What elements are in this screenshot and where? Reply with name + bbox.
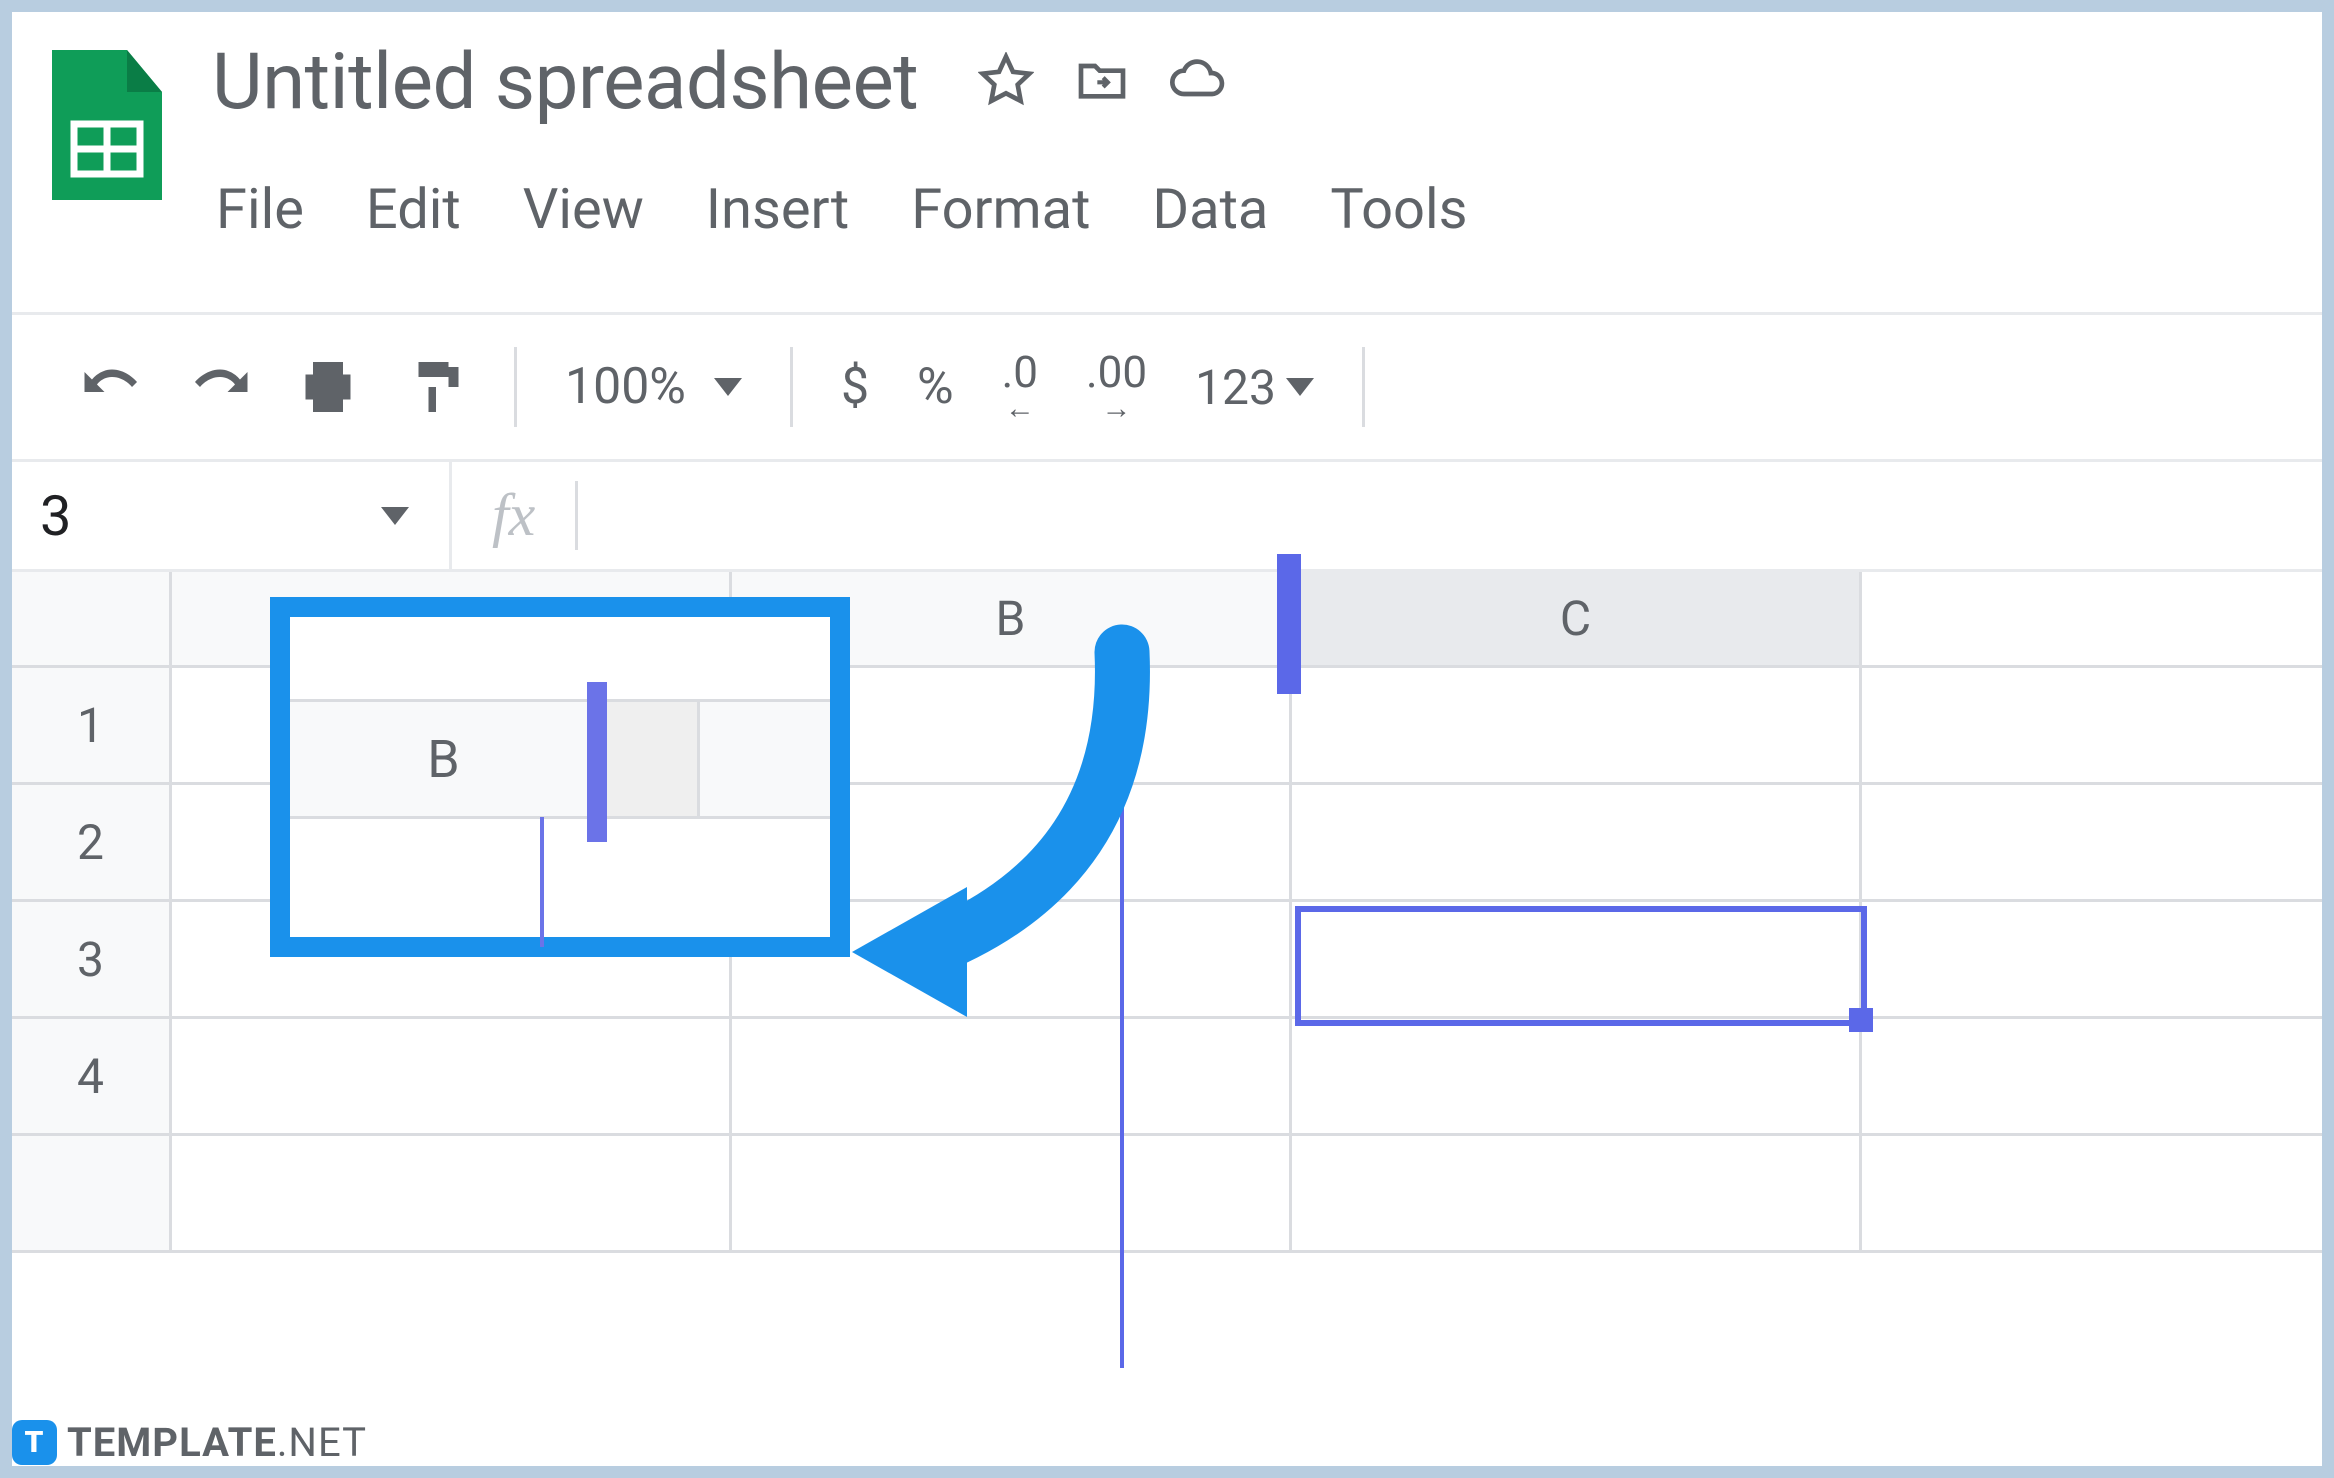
toolbar-divider (1362, 347, 1365, 427)
name-box-value: 3 (40, 483, 71, 549)
title-area: Untitled spreadsheet (212, 32, 2292, 242)
star-icon[interactable] (978, 52, 1034, 112)
toolbar-divider (514, 347, 517, 427)
callout-header-row: B (290, 699, 830, 819)
cell-b4[interactable] (732, 1019, 1292, 1133)
cell-c4[interactable] (1292, 1019, 1862, 1133)
chevron-down-icon (1286, 378, 1314, 396)
callout-column-b: B (290, 702, 600, 816)
sheets-logo-icon[interactable] (52, 50, 162, 200)
menu-data[interactable]: Data (1152, 176, 1268, 242)
name-box[interactable]: 3 (12, 462, 452, 569)
header: Untitled spreadsheet (12, 12, 2322, 312)
select-all-corner[interactable] (12, 572, 172, 665)
formula-input[interactable] (578, 462, 2322, 569)
increase-decimal-button[interactable]: .00 → (1086, 350, 1147, 424)
grid-row (12, 1136, 2322, 1253)
print-icon[interactable] (298, 357, 358, 417)
zoom-value: 100% (565, 358, 686, 416)
row-header-4[interactable]: 4 (12, 1019, 172, 1133)
menu-view[interactable]: View (523, 176, 644, 242)
menu-file[interactable]: File (216, 176, 304, 242)
callout-zoom-inset: B (270, 597, 850, 957)
menu-format[interactable]: Format (911, 176, 1090, 242)
toolbar-history-group (82, 357, 466, 417)
row-header-3[interactable]: 3 (12, 902, 172, 1016)
column-header-c[interactable]: C (1292, 572, 1862, 665)
annotation-arrow-icon (792, 612, 1212, 1032)
watermark-badge: T (12, 1420, 57, 1465)
callout-resize-guide (540, 817, 544, 947)
cell-a4[interactable] (172, 1019, 732, 1133)
row-header-2[interactable]: 2 (12, 785, 172, 899)
redo-icon[interactable] (190, 357, 250, 417)
cell-c1[interactable] (1292, 668, 1862, 782)
zoom-selector[interactable]: 100% (565, 358, 742, 416)
menu-bar: File Edit View Insert Format Data Tools (212, 176, 2292, 242)
title-row: Untitled spreadsheet (212, 32, 2292, 132)
cell-c3[interactable] (1292, 902, 1862, 1016)
cell-b5[interactable] (732, 1136, 1292, 1250)
cell-c5[interactable] (1292, 1136, 1862, 1250)
row-header-1[interactable]: 1 (12, 668, 172, 782)
document-title[interactable]: Untitled spreadsheet (212, 37, 918, 128)
title-action-icons (978, 52, 1226, 112)
chevron-down-icon (714, 378, 742, 396)
menu-insert[interactable]: Insert (706, 176, 849, 242)
percent-format-button[interactable]: % (917, 358, 954, 416)
toolbar-number-group: $ % .0 ← .00 → 123 (841, 350, 1314, 424)
toolbar-divider (790, 347, 793, 427)
spreadsheet-grid: A B C 1 2 3 (12, 572, 2322, 1253)
column-resize-handle[interactable] (1277, 554, 1301, 694)
cell-c2[interactable] (1292, 785, 1862, 899)
fx-label: fx (452, 481, 578, 550)
paint-format-icon[interactable] (406, 357, 466, 417)
move-folder-icon[interactable] (1074, 52, 1130, 112)
row-header-5[interactable] (12, 1136, 172, 1250)
watermark: T TEMPLATE.NET (12, 1419, 367, 1466)
cloud-status-icon[interactable] (1170, 52, 1226, 112)
menu-tools[interactable]: Tools (1330, 176, 1467, 242)
decrease-decimal-button[interactable]: .0 ← (1002, 350, 1038, 424)
app-window: Untitled spreadsheet (12, 12, 2322, 1466)
menu-edit[interactable]: Edit (366, 176, 461, 242)
cell-a5[interactable] (172, 1136, 732, 1250)
grid-row: 4 (12, 1019, 2322, 1136)
chevron-down-icon (381, 507, 409, 525)
undo-icon[interactable] (82, 357, 142, 417)
toolbar: 100% $ % .0 ← .00 → 123 (12, 312, 2322, 462)
more-formats-button[interactable]: 123 (1195, 359, 1314, 416)
formula-bar: 3 fx (12, 462, 2322, 572)
callout-column-c (600, 702, 700, 816)
callout-resize-handle (587, 682, 607, 842)
watermark-text: TEMPLATE.NET (67, 1419, 367, 1466)
currency-format-button[interactable]: $ (841, 358, 869, 416)
